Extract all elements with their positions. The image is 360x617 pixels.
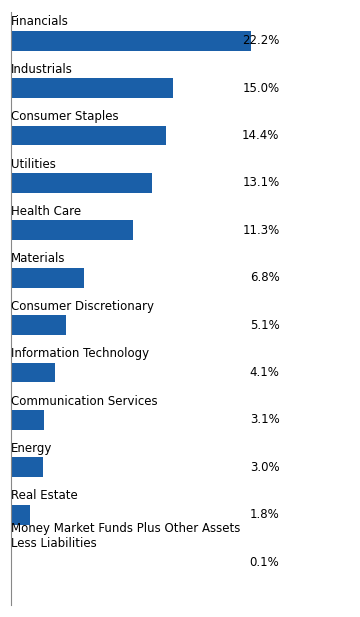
Text: Materials: Materials — [11, 252, 65, 265]
Text: 4.1%: 4.1% — [249, 366, 279, 379]
Text: Utilities: Utilities — [11, 157, 56, 171]
Text: 5.1%: 5.1% — [250, 318, 279, 331]
Text: Industrials: Industrials — [11, 63, 73, 76]
Bar — [11, 552, 12, 572]
Bar — [11, 220, 133, 240]
Text: Consumer Discretionary: Consumer Discretionary — [11, 300, 154, 313]
Text: Money Market Funds Plus Other Assets
Less Liabilities: Money Market Funds Plus Other Assets Les… — [11, 522, 240, 550]
Bar — [11, 363, 55, 383]
Text: 1.8%: 1.8% — [250, 508, 279, 521]
Text: Health Care: Health Care — [11, 205, 81, 218]
Text: 22.2%: 22.2% — [242, 35, 279, 48]
Bar — [11, 410, 44, 430]
Text: 11.3%: 11.3% — [242, 224, 279, 237]
Bar — [11, 78, 173, 98]
Bar — [11, 268, 84, 288]
Text: Consumer Staples: Consumer Staples — [11, 110, 118, 123]
Text: Communication Services: Communication Services — [11, 394, 157, 408]
Bar — [11, 173, 152, 193]
Text: 6.8%: 6.8% — [250, 271, 279, 284]
Text: Financials: Financials — [11, 15, 69, 28]
Bar — [11, 505, 30, 524]
Text: 3.0%: 3.0% — [250, 461, 279, 474]
Bar — [11, 126, 166, 146]
Bar — [11, 457, 43, 477]
Bar — [11, 315, 66, 335]
Bar — [11, 31, 251, 51]
Text: 3.1%: 3.1% — [250, 413, 279, 426]
Text: Energy: Energy — [11, 442, 52, 455]
Text: Information Technology: Information Technology — [11, 347, 149, 360]
Text: Real Estate: Real Estate — [11, 489, 77, 502]
Text: 13.1%: 13.1% — [242, 176, 279, 189]
Text: 14.4%: 14.4% — [242, 129, 279, 142]
Text: 15.0%: 15.0% — [242, 81, 279, 94]
Text: 0.1%: 0.1% — [250, 555, 279, 568]
